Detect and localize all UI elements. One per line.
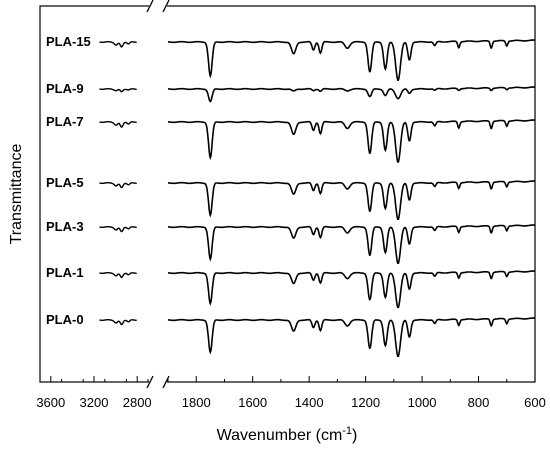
series-layer (99, 39, 536, 357)
series-label: PLA-7 (46, 114, 84, 129)
x-tick-label: 600 (524, 395, 546, 410)
series-label: PLA-0 (46, 312, 84, 327)
x-tick-label: 1000 (408, 395, 437, 410)
tick-layer: 3600 3200 2800 1800 1600 1400 1200 1000 800 600 (36, 376, 546, 410)
x-tick-label: 3200 (80, 395, 109, 410)
spectrum-line-ch-region (99, 226, 137, 233)
series-label: PLA-9 (46, 81, 84, 96)
spectrum-line-ch-region (99, 272, 137, 279)
series-label: PLA-1 (46, 265, 84, 280)
axis-break-mark (162, 375, 170, 389)
axis-break-mark (146, 375, 154, 389)
x-tick-label: 2800 (123, 395, 152, 410)
spectrum-line-ch-region (99, 41, 137, 48)
spectrum-line-fingerprint (167, 270, 536, 309)
spectrum-line-fingerprint (167, 119, 536, 163)
spectrum-line-ch-region (99, 182, 137, 189)
x-tick-label: 800 (468, 395, 490, 410)
plot-frame (39, 5, 536, 383)
axis-break-mark (162, 0, 170, 13)
x-tick-label: 1200 (351, 395, 380, 410)
y-axis-title: Transmittance (8, 144, 25, 245)
spectrum-line-ch-region (99, 88, 137, 93)
spectrum-line-ch-region (99, 121, 137, 128)
series-label: PLA-15 (46, 34, 91, 49)
spectrum-line-fingerprint (167, 224, 536, 264)
x-axis-title: Wavenumber (cm-1) (217, 425, 358, 444)
x-axis-title-superscript: -1 (342, 425, 352, 437)
series-label-layer: PLA-15 PLA-9 PLA-7 PLA-5 PLA-3 PLA-1 PLA-0 (46, 34, 91, 327)
axis-break-mark (146, 0, 154, 13)
x-axis-title-main: Wavenumber (cm (217, 427, 343, 444)
x-tick-label: 1800 (182, 395, 211, 410)
spectrum-line-fingerprint (167, 39, 536, 82)
x-axis-title-end: ) (352, 427, 357, 444)
spectrum-line-fingerprint (167, 317, 536, 357)
series-label: PLA-3 (46, 219, 84, 234)
series-label: PLA-5 (46, 175, 84, 190)
x-tick-label: 1600 (238, 395, 267, 410)
x-tick-label: 3600 (36, 395, 65, 410)
spectrum-line-fingerprint (167, 180, 536, 220)
axis-break-gap-bottom (149, 380, 167, 385)
axis-break-gap-top (149, 4, 167, 9)
spectrum-line-ch-region (99, 319, 137, 326)
x-tick-label: 1400 (295, 395, 324, 410)
spectrum-line-fingerprint (167, 86, 536, 103)
